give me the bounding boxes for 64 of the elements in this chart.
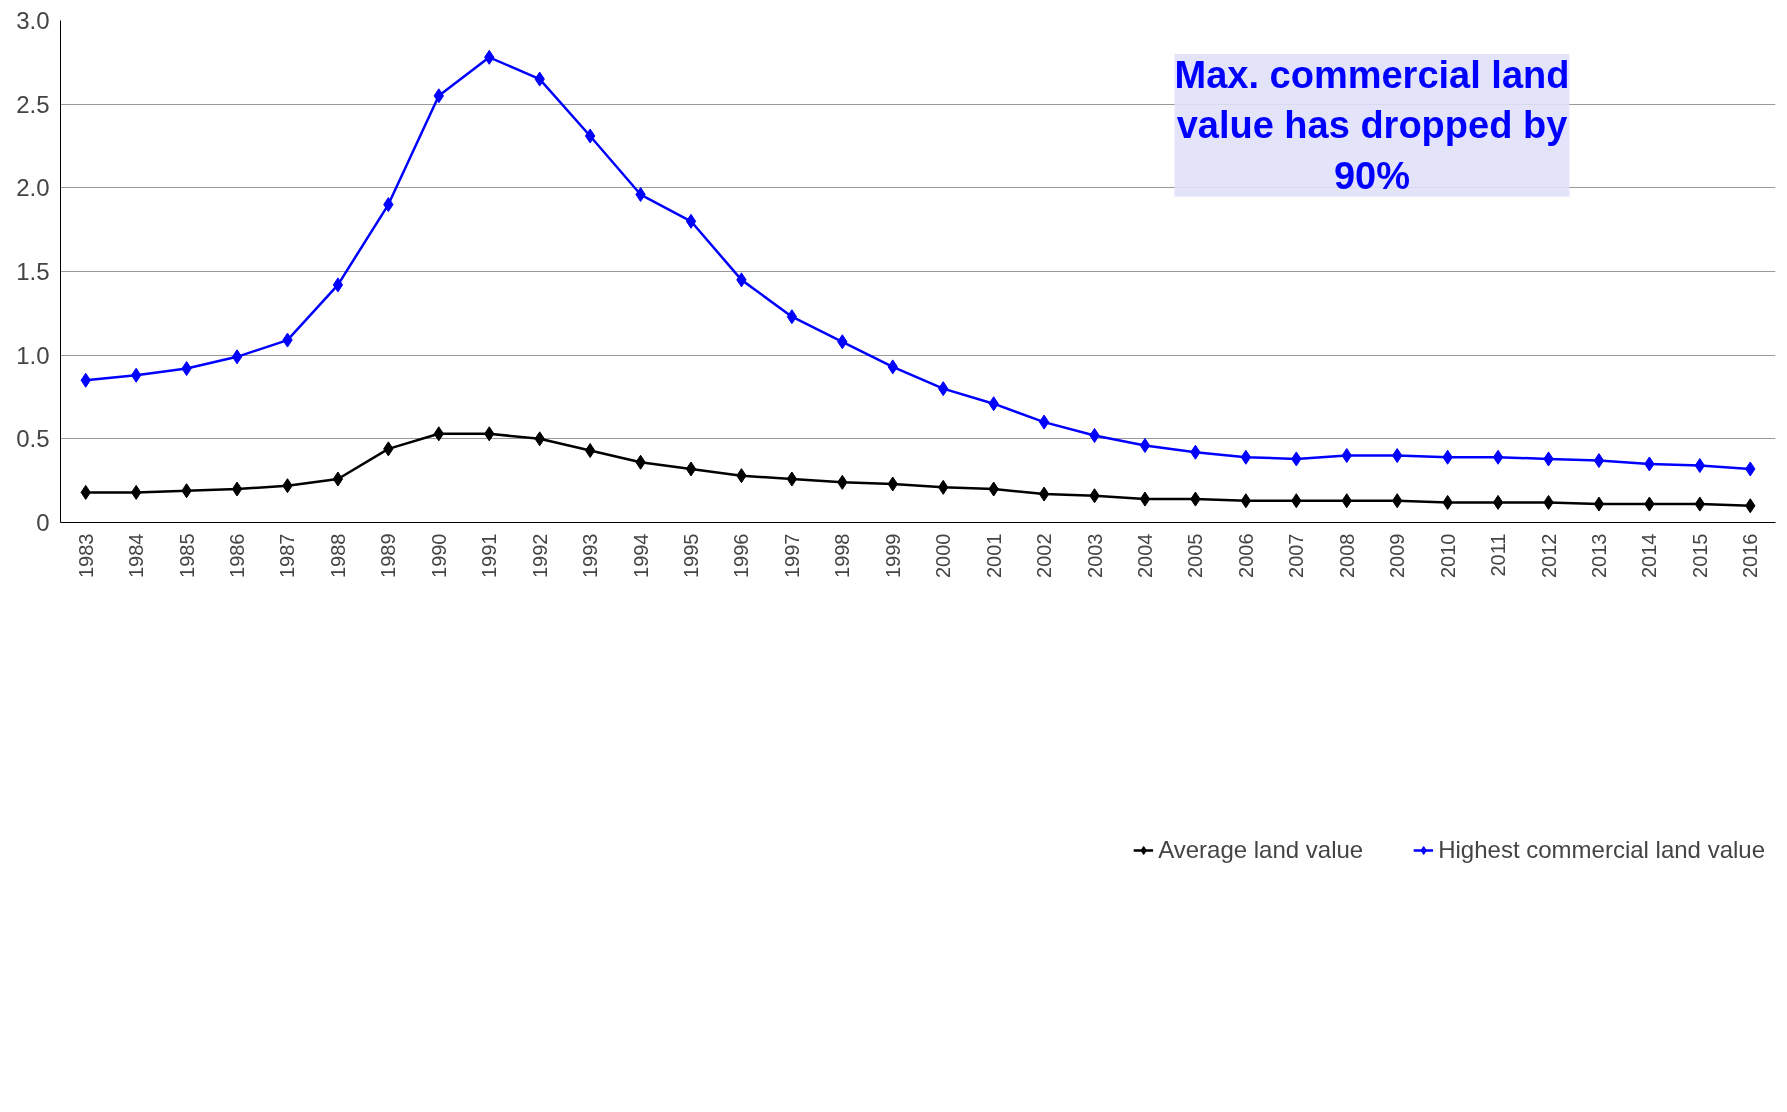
x-tick-label: 2001 xyxy=(982,533,1005,578)
x-tick-label: 2002 xyxy=(1033,533,1056,578)
x-tick-label: 1984 xyxy=(125,533,148,578)
x-tick-label: 1996 xyxy=(730,533,753,578)
x-tick-label: 1987 xyxy=(276,533,299,578)
x-tick-label: 2011 xyxy=(1487,533,1510,577)
x-tick-label: 2015 xyxy=(1688,533,1711,578)
point xyxy=(1492,494,1504,510)
x-tick-label: 1992 xyxy=(528,533,551,578)
x-tick-label: 1991 xyxy=(478,533,501,578)
x-tick-label: 2016 xyxy=(1739,533,1762,578)
point xyxy=(1240,449,1252,465)
point xyxy=(786,471,798,487)
x-tick-label: 2003 xyxy=(1083,533,1106,578)
x-tick-label: 2009 xyxy=(1386,533,1409,578)
x-tick-label: 2007 xyxy=(1285,533,1308,578)
x-tick-label: 1983 xyxy=(74,533,97,578)
annotation: Max. commercial land value has dropped by 90% xyxy=(1174,53,1570,197)
y-tick-label: 2.0 xyxy=(16,174,50,202)
point xyxy=(1038,486,1050,502)
point xyxy=(231,349,243,365)
x-tick-label: 1998 xyxy=(831,533,854,578)
point xyxy=(332,471,344,487)
point xyxy=(231,481,243,497)
x-tick-label: 1999 xyxy=(881,533,904,578)
x-tick-label: 1990 xyxy=(427,533,450,578)
x-tick-label: 2014 xyxy=(1638,533,1661,578)
legend-label: Average land value xyxy=(1158,836,1364,864)
point xyxy=(685,213,697,229)
y-tick-label: 2.5 xyxy=(16,90,50,118)
x-tick-label: 1986 xyxy=(226,533,249,578)
x-tick-label: 2005 xyxy=(1184,533,1207,578)
x-tick-label: 2000 xyxy=(932,533,955,578)
x-tick-label: 2013 xyxy=(1587,533,1610,578)
x-tick-label: 2008 xyxy=(1335,533,1358,578)
x-tick-label: 2010 xyxy=(1436,533,1459,578)
point xyxy=(786,309,798,325)
point xyxy=(332,277,344,293)
x-tick-label: 1985 xyxy=(175,533,198,578)
y-tick-label: 3.0 xyxy=(16,7,50,34)
point xyxy=(1240,493,1252,509)
x-tick-label: 2006 xyxy=(1234,533,1257,578)
point xyxy=(1593,453,1605,469)
point xyxy=(1593,496,1605,512)
y-tick-label: 0.5 xyxy=(16,425,50,453)
legend-label: Highest commercial land value xyxy=(1438,836,1765,864)
y-tick-label: 1.5 xyxy=(16,258,50,285)
x-tick-label: 1993 xyxy=(579,533,602,578)
point xyxy=(584,443,596,459)
point xyxy=(1139,491,1151,507)
x-tick-label: 1988 xyxy=(326,533,349,578)
point xyxy=(1139,438,1151,454)
x-tick-label: 1989 xyxy=(377,533,400,578)
point xyxy=(1492,449,1504,465)
x-tick-label: 1997 xyxy=(780,533,803,578)
y-tick-label: 1.0 xyxy=(16,341,50,369)
x-tick-label: 1994 xyxy=(629,533,652,578)
point xyxy=(685,461,697,477)
x-tick-label: 1995 xyxy=(680,533,703,578)
x-tick-label: 2004 xyxy=(1133,533,1156,578)
point xyxy=(1038,414,1050,430)
point xyxy=(584,128,596,144)
y-tick-label: 0 xyxy=(36,509,50,536)
x-tick-label: 2012 xyxy=(1537,533,1560,578)
